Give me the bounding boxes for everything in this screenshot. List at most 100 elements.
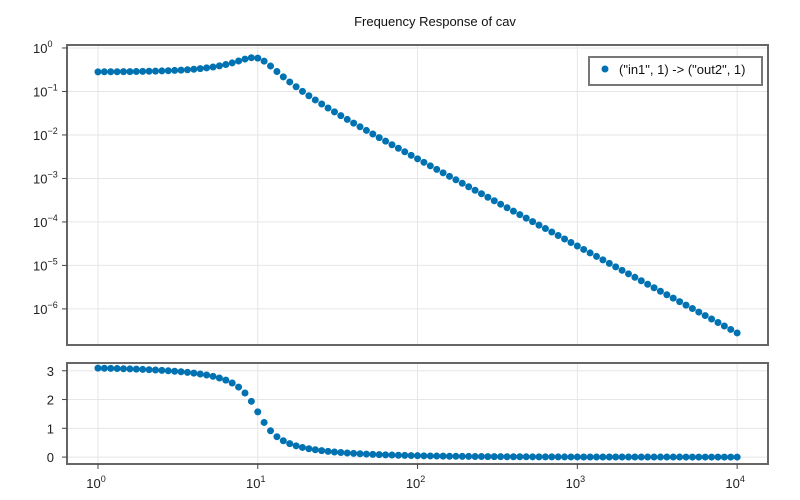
- phase-point: [599, 453, 607, 461]
- phase-point: [196, 370, 204, 378]
- phase-point: [522, 453, 530, 461]
- magnitude-point: [279, 73, 287, 81]
- magnitude-point: [490, 197, 498, 205]
- phase-point: [139, 365, 147, 373]
- phase-point: [145, 366, 153, 374]
- magnitude-point: [656, 287, 664, 295]
- magnitude-point: [624, 270, 632, 278]
- magnitude-axes-frame: [66, 44, 769, 346]
- magnitude-point: [509, 207, 517, 215]
- phase-point: [631, 453, 639, 461]
- magnitude-point: [196, 65, 204, 73]
- magnitude-point: [215, 62, 223, 70]
- magnitude-point: [452, 176, 460, 184]
- phase-point: [433, 452, 441, 460]
- phase-point: [183, 368, 191, 376]
- magnitude-point: [183, 66, 191, 74]
- phase-point: [465, 452, 473, 460]
- magnitude-point: [522, 214, 530, 222]
- phase-point: [286, 440, 294, 448]
- phase-point: [420, 452, 428, 460]
- magnitude-point: [152, 67, 160, 75]
- phase-point: [682, 453, 690, 461]
- x-tick-label: 103: [566, 474, 585, 491]
- magnitude-point: [94, 68, 102, 76]
- phase-point: [535, 453, 543, 461]
- phase-point: [593, 453, 601, 461]
- magnitude-point: [203, 64, 211, 72]
- phase-point: [490, 453, 498, 461]
- phase-point: [164, 367, 172, 375]
- magnitude-point: [401, 148, 409, 156]
- magnitude-point: [701, 312, 709, 320]
- magnitude-point: [529, 218, 537, 226]
- phase-point: [279, 437, 287, 445]
- magnitude-point: [337, 112, 345, 120]
- magnitude-point: [394, 144, 402, 152]
- phase-point: [369, 450, 377, 458]
- phase-point: [158, 366, 166, 374]
- phase-point: [663, 453, 671, 461]
- phase-point: [203, 371, 211, 379]
- magnitude-point: [311, 96, 319, 104]
- phase-series: [94, 364, 741, 461]
- phase-point: [548, 453, 556, 461]
- magnitude-point: [605, 259, 613, 267]
- magnitude-point: [708, 315, 716, 323]
- phase-point: [676, 453, 684, 461]
- phase-point: [541, 453, 549, 461]
- magnitude-point: [682, 301, 690, 309]
- magnitude-point: [420, 158, 428, 166]
- phase-point: [637, 453, 645, 461]
- magnitude-point: [100, 68, 108, 76]
- magnitude-point: [388, 141, 396, 149]
- phase-point: [120, 365, 128, 373]
- magnitude-point: [580, 245, 588, 253]
- magnitude-point: [676, 298, 684, 306]
- magnitude-point: [650, 284, 658, 292]
- magnitude-point: [241, 55, 249, 63]
- phase-point: [573, 453, 581, 461]
- magnitude-point: [177, 66, 185, 74]
- magnitude-point: [343, 115, 351, 123]
- phase-point: [343, 449, 351, 457]
- phase-point: [688, 453, 696, 461]
- phase-point: [624, 453, 632, 461]
- phase-point: [362, 450, 370, 458]
- phase-point: [407, 452, 415, 460]
- phase-point: [273, 433, 281, 441]
- magnitude-point: [132, 67, 140, 75]
- magnitude-point: [254, 54, 262, 62]
- magnitude-point: [497, 200, 505, 208]
- magnitude-point: [618, 266, 626, 274]
- phase-point: [618, 453, 626, 461]
- magnitude-y-tick-label: 10−3: [33, 169, 58, 186]
- magnitude-point: [298, 87, 306, 95]
- magnitude-point: [727, 325, 735, 333]
- magnitude-point: [535, 221, 543, 229]
- magnitude-point: [330, 108, 338, 116]
- magnitude-point: [612, 263, 620, 271]
- magnitude-y-tick-label: 10−4: [33, 213, 58, 230]
- phase-point: [446, 452, 454, 460]
- figure-title: Frequency Response of cav: [354, 14, 516, 29]
- phase-point: [177, 368, 185, 376]
- phase-point: [567, 453, 575, 461]
- magnitude-point: [267, 62, 275, 70]
- phase-point: [701, 453, 709, 461]
- magnitude-y-tick-label: 10−2: [33, 126, 58, 143]
- phase-point: [113, 365, 121, 373]
- magnitude-point: [145, 67, 153, 75]
- phase-point: [260, 418, 268, 426]
- magnitude-point: [158, 67, 166, 75]
- magnitude-point: [426, 162, 434, 170]
- legend-marker: [601, 65, 609, 73]
- magnitude-point: [305, 92, 313, 100]
- phase-point: [516, 453, 524, 461]
- phase-point: [720, 453, 728, 461]
- phase-point: [727, 453, 735, 461]
- magnitude-point: [369, 130, 377, 138]
- phase-point: [292, 442, 300, 450]
- phase-point: [190, 369, 198, 377]
